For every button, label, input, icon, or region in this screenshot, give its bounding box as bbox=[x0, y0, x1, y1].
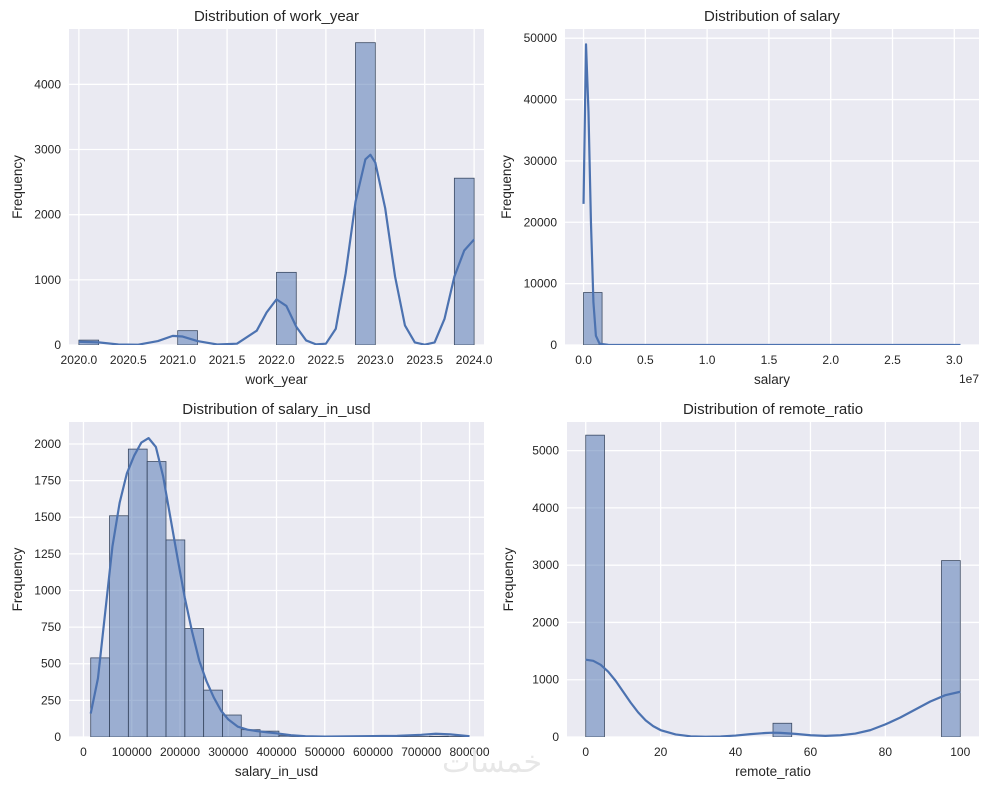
y-tick-label: 250 bbox=[41, 693, 61, 707]
y-tick-label: 750 bbox=[41, 620, 61, 634]
x-tick-label: 700000 bbox=[401, 745, 441, 759]
histogram-bar bbox=[222, 714, 242, 737]
y-tick-label: 40000 bbox=[524, 93, 558, 107]
y-tick-label: 2000 bbox=[532, 615, 559, 629]
subplot-2: 0.0 0.5 1.0 1.5 2.0 2.5 3.0 0 10000 20000 30000 400… bbox=[499, 8, 979, 387]
y-tick-label: 3000 bbox=[532, 558, 559, 572]
histogram-bar bbox=[276, 271, 297, 345]
y-tick-label: 1250 bbox=[34, 547, 61, 561]
subplot-1: 2020.0 2020.5 2021.0 2021.5 2022.0 2022.5 2023… bbox=[10, 8, 493, 387]
x-tick-label: 2020.0 bbox=[61, 353, 98, 367]
y-tick-label: 4000 bbox=[532, 501, 559, 515]
kde-line bbox=[582, 43, 961, 345]
histogram-bar bbox=[355, 42, 376, 345]
y-tick-label: 1000 bbox=[34, 273, 61, 287]
histogram-bar bbox=[453, 177, 475, 345]
kde-line bbox=[78, 153, 475, 345]
y-tick-label: 1000 bbox=[532, 673, 559, 687]
histogram-bar bbox=[585, 434, 605, 737]
subplot-3: 0 100000 200000 300000 400000 500000 600000 700… bbox=[10, 401, 490, 779]
chart-title: Distribution of remote_ratio bbox=[683, 401, 863, 418]
chart-title: Distribution of work_year bbox=[194, 8, 359, 25]
x-tick-label: 2.5 bbox=[884, 353, 901, 367]
x-tick-label: 2022.5 bbox=[308, 353, 345, 367]
x-tick-label: 300000 bbox=[208, 745, 248, 759]
y-tick-label: 2000 bbox=[34, 208, 61, 222]
y-tick-label: 2000 bbox=[34, 437, 61, 451]
x-tick-label: 2022.0 bbox=[258, 353, 295, 367]
plot-marks bbox=[582, 43, 961, 345]
y-tick-label: 0 bbox=[550, 338, 557, 352]
subplot-grid: 2020.0 2020.5 2021.0 2021.5 2022.0 2022.5 2023… bbox=[10, 8, 979, 779]
y-tick-label: 1500 bbox=[34, 510, 61, 524]
y-tick-label: 1750 bbox=[34, 474, 61, 488]
x-tick-label: 2021.5 bbox=[209, 353, 246, 367]
y-tick-label: 0 bbox=[54, 338, 61, 352]
plot-area bbox=[567, 422, 979, 737]
chart-title: Distribution of salary bbox=[704, 8, 840, 25]
y-tick-label: 500 bbox=[41, 657, 61, 671]
x-tick-label: 600000 bbox=[353, 745, 393, 759]
y-axis-label: Frequency bbox=[10, 155, 25, 219]
x-tick-label: 0.0 bbox=[575, 353, 592, 367]
y-tick-label: 30000 bbox=[524, 154, 558, 168]
x-tick-label: 200000 bbox=[160, 745, 200, 759]
x-tick-label: 2023.5 bbox=[406, 353, 443, 367]
y-tick-label: 0 bbox=[552, 730, 559, 744]
y-tick-label: 50000 bbox=[524, 31, 558, 45]
y-tick-label: 1000 bbox=[34, 583, 61, 597]
histogram-bar bbox=[146, 461, 167, 737]
y-axis-label: Frequency bbox=[10, 547, 25, 611]
x-tick-label: 2021.0 bbox=[159, 353, 196, 367]
kde-line bbox=[585, 658, 961, 737]
histogram-bar bbox=[772, 722, 793, 737]
x-tick-label: 2023.0 bbox=[357, 353, 394, 367]
x-tick-label: 100000 bbox=[112, 745, 152, 759]
x-tick-label: 400000 bbox=[256, 745, 296, 759]
plot-area bbox=[565, 29, 979, 345]
x-tick-label: 80 bbox=[879, 745, 893, 759]
plot-marks bbox=[89, 437, 470, 737]
x-tick-label: 0.5 bbox=[637, 353, 654, 367]
y-tick-label: 10000 bbox=[524, 277, 558, 291]
x-tick-label: 20 bbox=[654, 745, 668, 759]
x-tick-label: 0 bbox=[80, 745, 87, 759]
x-tick-label: 0 bbox=[582, 745, 589, 759]
y-tick-label: 20000 bbox=[524, 215, 558, 229]
chart-title: Distribution of salary_in_usd bbox=[182, 401, 370, 418]
x-axis-label: salary_in_usd bbox=[235, 764, 318, 779]
x-tick-label: 800000 bbox=[449, 745, 489, 759]
y-axis-label: Frequency bbox=[501, 547, 516, 611]
x-tick-label: 3.0 bbox=[946, 353, 963, 367]
y-tick-label: 3000 bbox=[34, 143, 61, 157]
x-tick-label: 2.0 bbox=[822, 353, 839, 367]
watermark-text: خمسات bbox=[442, 745, 542, 780]
x-axis-label: remote_ratio bbox=[735, 764, 811, 779]
subplot-4: 0 20 40 60 80 100010002000300040005000Distrib… bbox=[501, 401, 979, 779]
y-tick-label: 5000 bbox=[532, 444, 559, 458]
x-axis-label: salary bbox=[754, 372, 790, 387]
x-tick-label: 2024.0 bbox=[456, 353, 493, 367]
x-tick-label: 1.0 bbox=[699, 353, 716, 367]
x-tick-label: 40 bbox=[729, 745, 743, 759]
x-offset-label: 1e7 bbox=[959, 372, 979, 386]
histogram-bar bbox=[127, 448, 148, 737]
x-tick-label: 100 bbox=[950, 745, 970, 759]
x-tick-label: 2020.5 bbox=[110, 353, 147, 367]
x-axis-label: work_year bbox=[244, 372, 308, 387]
x-tick-label: 500000 bbox=[305, 745, 345, 759]
y-axis-label: Frequency bbox=[499, 155, 514, 219]
kde-line bbox=[89, 437, 470, 737]
histogram-bar bbox=[941, 560, 961, 737]
histogram-bar bbox=[429, 735, 449, 737]
y-tick-label: 0 bbox=[54, 730, 61, 744]
plot-marks bbox=[78, 42, 475, 345]
y-tick-label: 4000 bbox=[34, 77, 61, 91]
x-tick-label: 60 bbox=[804, 745, 818, 759]
plot-marks bbox=[585, 434, 961, 737]
histogram-bar bbox=[165, 539, 186, 737]
x-tick-label: 1.5 bbox=[761, 353, 778, 367]
